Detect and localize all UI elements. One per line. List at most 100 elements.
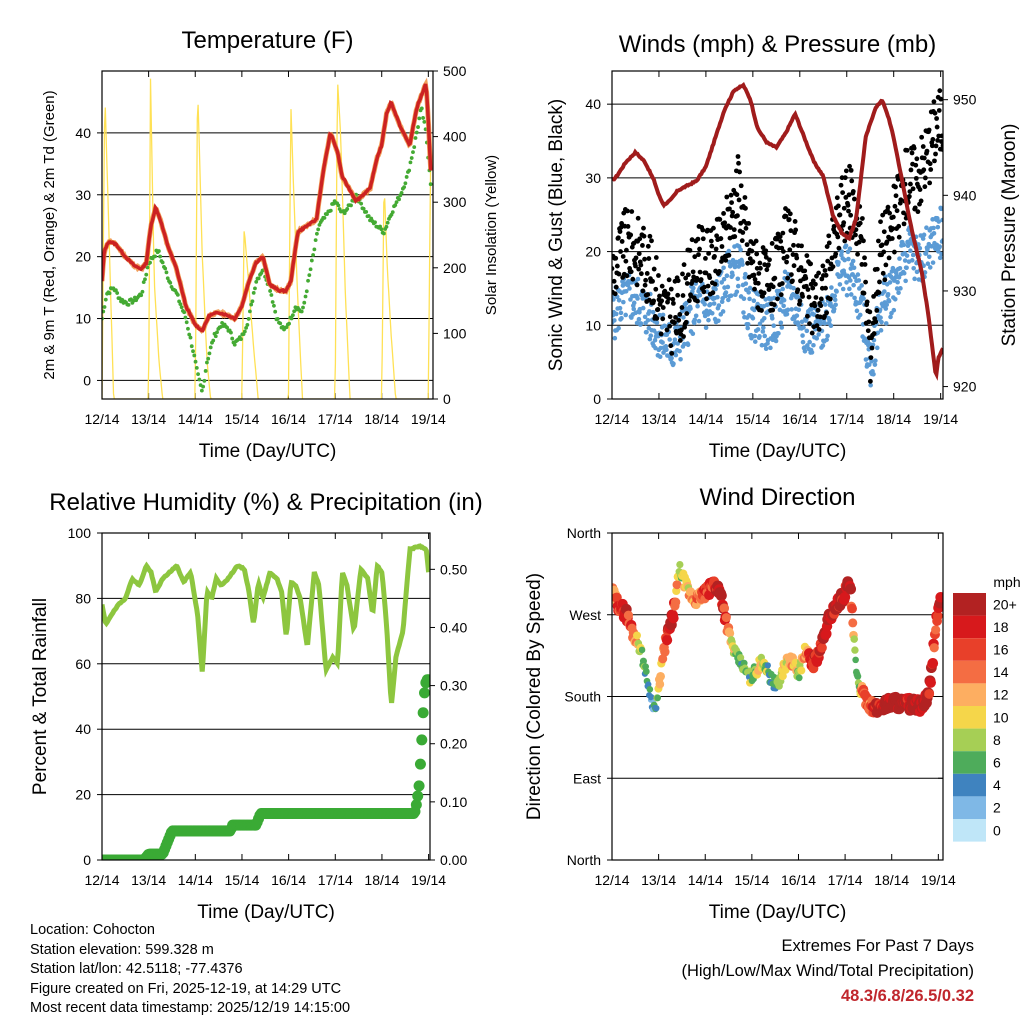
dewpoint-point [254,279,259,284]
gust-point [874,308,880,313]
chart-title: Relative Humidity (%) & Precipitation (i… [49,489,482,516]
gust-point [675,278,681,284]
wind-point [800,333,805,338]
wind-point [781,297,787,303]
dewpoint-point [402,185,407,190]
gust-point [697,269,703,275]
gust-point [757,260,763,266]
gust-point [896,234,902,240]
gust-point [636,266,642,272]
wind-point [645,317,651,323]
wind-point [931,231,937,236]
gust-point [871,331,877,336]
dewpoint-point [145,265,150,270]
gust-point [618,224,624,230]
gust-point [804,313,810,319]
y-tick-label-right: 500 [443,63,467,79]
gust-point [738,183,744,189]
solar-insolation-line [102,78,432,399]
direction-point [852,656,859,664]
direction-point [721,613,731,623]
gust-point [927,161,933,167]
gust-point [637,236,643,242]
gust-point [901,221,907,227]
direction-point [658,654,668,664]
gust-point [687,298,692,304]
gust-point [843,195,849,200]
plot-area [612,82,943,388]
dewpoint-point [206,356,211,361]
gust-point [826,233,832,239]
direction-point [932,611,943,621]
y-axis-label: Sonic Wind & Gust (Blue, Black) [546,99,567,371]
dewpoint-point [361,206,366,211]
rainfall-point [423,674,430,686]
x-tick-label: 18/14 [876,411,911,427]
wind-point [898,286,903,291]
dewpoint-point [158,254,163,259]
wind-point [635,276,641,282]
gust-point [894,208,900,214]
wind-point [730,272,735,278]
dewpoint-point [336,203,341,208]
wind-point [859,283,864,288]
dewpoint-point [126,303,131,307]
gust-point [740,230,746,235]
gust-point [700,227,706,233]
dewpoint-point [275,316,280,321]
wind-point [840,286,846,292]
wind-point [743,271,748,277]
gust-point [921,155,927,161]
x-tick-label: 16/14 [271,411,306,427]
x-tick-label: 15/14 [224,411,259,427]
dewpoint-point [270,300,275,304]
x-axis-label: Time (Day/UTC) [709,902,847,923]
x-tick-label: 13/14 [641,872,676,888]
wind-point [905,243,911,249]
gust-point [753,238,759,244]
gust-point [846,192,852,198]
gust-point [718,236,724,241]
gust-point [824,244,830,249]
wind-point [745,321,751,327]
colorbar-label: 6 [993,755,1001,771]
gust-point [614,263,620,269]
dewpoint-point [322,216,327,220]
colorbar-swatch [953,660,986,684]
colorbar-label: 8 [993,732,1001,748]
gust-point [823,272,829,278]
wind-point [878,328,884,333]
dewpoint-point [289,316,294,321]
colorbar-swatch [953,796,986,819]
gust-point [794,255,800,261]
wind-point [935,249,941,254]
gust-point [736,160,741,166]
direction-point [725,629,735,638]
wind-point [878,315,883,320]
wind-point [921,232,927,238]
gust-point [712,281,718,287]
wind-point [752,307,757,313]
wind-point [773,338,779,344]
gust-point [913,162,919,168]
wind-point [681,315,686,320]
wind-point [662,323,667,329]
wind-point [631,306,637,312]
gust-point [876,238,881,244]
wind-point [650,309,656,315]
wind-point [904,265,909,271]
gust-point [783,213,789,219]
dewpoint-point [399,190,404,195]
gust-point [822,313,827,319]
location-text: Location: Cohocton [30,922,155,938]
gust-point [933,151,938,157]
gust-point [876,290,882,296]
wind-point [820,343,826,348]
dewpoint-point [287,321,291,326]
gust-point [868,355,874,361]
gust-point [878,219,883,225]
dewpoint-point [140,289,145,294]
dewpoint-point [314,231,319,236]
chart-title: Winds (mph) & Pressure (mb) [619,31,936,58]
dewpoint-point [304,289,309,294]
